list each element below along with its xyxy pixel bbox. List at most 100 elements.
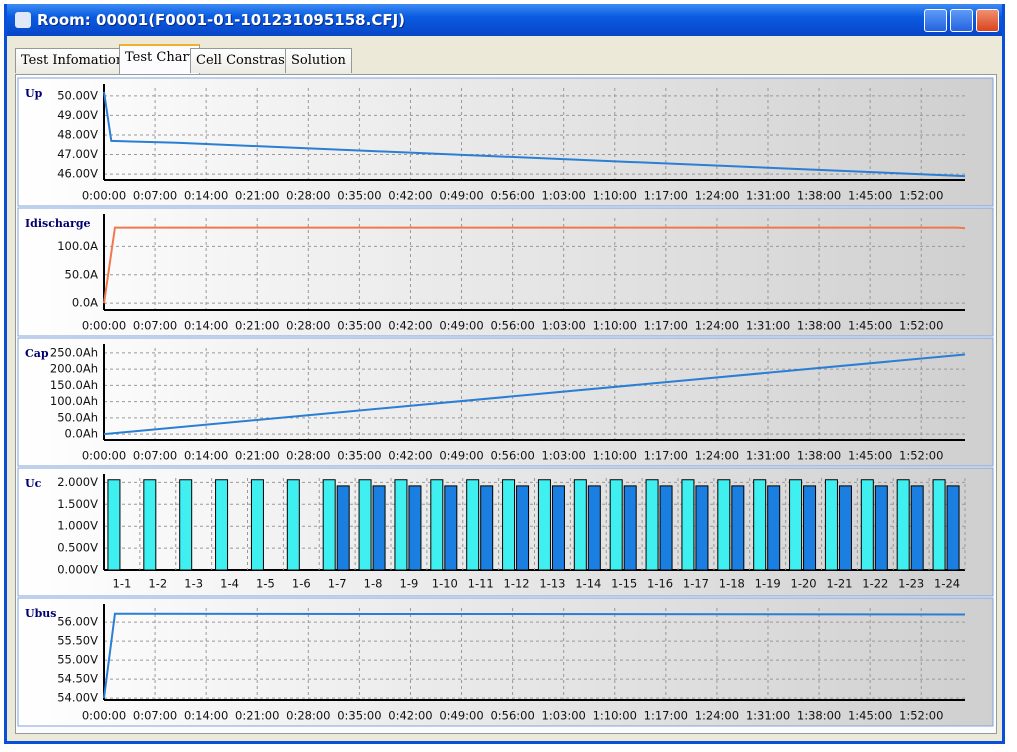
- x-tick-label: 0:14:00: [184, 189, 228, 203]
- bar: [445, 486, 457, 570]
- bar: [875, 486, 887, 570]
- x-tick-label: 0:49:00: [439, 319, 483, 333]
- bar: [467, 480, 479, 570]
- x-tick-label: 1-15: [611, 577, 637, 591]
- x-tick-label: 1:45:00: [848, 319, 892, 333]
- x-tick-label: 1:31:00: [746, 189, 790, 203]
- y-tick-label: 50.00V: [57, 88, 98, 102]
- x-tick-label: 1:52:00: [899, 449, 943, 463]
- x-tick-label: 0:07:00: [133, 449, 177, 463]
- x-tick-label: 1-14: [575, 577, 601, 591]
- x-tick-label: 1:24:00: [695, 189, 739, 203]
- x-tick-label: 0:14:00: [184, 319, 228, 333]
- x-tick-label: 0:56:00: [490, 449, 534, 463]
- x-tick-label: 1-12: [504, 577, 530, 591]
- x-tick-label: 1:38:00: [797, 319, 841, 333]
- y-tick-label: 0.0A: [72, 296, 98, 310]
- y-tick-label: 100.0A: [57, 239, 98, 253]
- bar: [144, 480, 156, 570]
- x-tick-label: 1-16: [647, 577, 673, 591]
- x-tick-label: 1:10:00: [593, 449, 637, 463]
- x-tick-label: 1:31:00: [746, 709, 790, 723]
- bar: [108, 480, 120, 570]
- y-tick-label: 0.500V: [57, 541, 98, 555]
- y-tick-label: 56.00V: [57, 615, 98, 629]
- chart-title: Idischarge: [25, 217, 91, 230]
- x-tick-label: 0:21:00: [235, 189, 279, 203]
- x-tick-label: 1:31:00: [746, 319, 790, 333]
- bar: [861, 480, 873, 570]
- x-tick-label: 0:07:00: [133, 709, 177, 723]
- bar: [409, 486, 421, 570]
- x-tick-label: 1-6: [292, 577, 311, 591]
- x-tick-label: 1-3: [184, 577, 203, 591]
- bar: [323, 480, 335, 570]
- y-tick-label: 55.50V: [57, 634, 98, 648]
- x-tick-label: 1-5: [256, 577, 275, 591]
- x-tick-label: 0:21:00: [235, 319, 279, 333]
- bar: [804, 486, 816, 570]
- bar: [287, 480, 299, 570]
- x-tick-label: 1:38:00: [797, 189, 841, 203]
- x-tick-label: 1-1: [113, 577, 132, 591]
- y-tick-label: 100.0Ah: [50, 394, 98, 408]
- x-tick-label: 0:21:00: [235, 709, 279, 723]
- y-tick-label: 1.500V: [57, 497, 98, 511]
- y-tick-label: 250.0Ah: [50, 345, 98, 359]
- x-tick-label: 0:28:00: [286, 449, 330, 463]
- bar: [646, 480, 658, 570]
- y-tick-label: 49.00V: [57, 108, 98, 122]
- x-tick-label: 0:42:00: [388, 449, 432, 463]
- bar: [624, 486, 636, 570]
- x-tick-label: 1-4: [220, 577, 239, 591]
- x-tick-label: 0:56:00: [490, 709, 534, 723]
- x-tick-label: 1:10:00: [593, 709, 637, 723]
- x-tick-label: 0:14:00: [184, 449, 228, 463]
- bar: [552, 486, 564, 570]
- x-tick-label: 1-17: [683, 577, 709, 591]
- bar: [574, 480, 586, 570]
- x-tick-label: 1:17:00: [644, 319, 688, 333]
- x-tick-label: 0:21:00: [235, 449, 279, 463]
- x-tick-label: 1:45:00: [848, 189, 892, 203]
- x-tick-label: 0:28:00: [286, 319, 330, 333]
- x-tick-label: 0:07:00: [133, 319, 177, 333]
- x-tick-label: 0:14:00: [184, 709, 228, 723]
- x-tick-label: 0:00:00: [82, 189, 126, 203]
- x-tick-label: 1:03:00: [542, 189, 586, 203]
- chart-title: Uc: [25, 477, 42, 490]
- x-tick-label: 1:03:00: [542, 319, 586, 333]
- bar: [588, 486, 600, 570]
- bar: [897, 480, 909, 570]
- x-tick-label: 0:42:00: [388, 709, 432, 723]
- bar: [337, 486, 349, 570]
- x-tick-label: 1-19: [755, 577, 781, 591]
- x-tick-label: 0:35:00: [337, 189, 381, 203]
- x-tick-label: 1:03:00: [542, 709, 586, 723]
- x-tick-label: 1:24:00: [695, 449, 739, 463]
- bar: [251, 480, 263, 570]
- x-tick-label: 1-21: [826, 577, 852, 591]
- x-tick-label: 1-9: [400, 577, 419, 591]
- chart-title: Up: [25, 87, 43, 100]
- x-tick-label: 0:35:00: [337, 449, 381, 463]
- bar: [431, 480, 443, 570]
- x-tick-label: 1-2: [148, 577, 167, 591]
- x-tick-label: 1:31:00: [746, 449, 790, 463]
- x-tick-label: 0:00:00: [82, 319, 126, 333]
- x-tick-label: 0:56:00: [490, 189, 534, 203]
- x-tick-label: 0:28:00: [286, 709, 330, 723]
- x-tick-label: 1-13: [539, 577, 565, 591]
- bar: [768, 486, 780, 570]
- y-tick-label: 0.0Ah: [65, 427, 98, 441]
- x-tick-label: 0:00:00: [82, 449, 126, 463]
- x-tick-label: 1:10:00: [593, 189, 637, 203]
- x-tick-label: 1-18: [719, 577, 745, 591]
- x-tick-label: 0:49:00: [439, 709, 483, 723]
- bar: [517, 486, 529, 570]
- x-tick-label: 1:52:00: [899, 709, 943, 723]
- x-tick-label: 1:52:00: [899, 319, 943, 333]
- bar: [481, 486, 493, 570]
- x-tick-label: 0:35:00: [337, 709, 381, 723]
